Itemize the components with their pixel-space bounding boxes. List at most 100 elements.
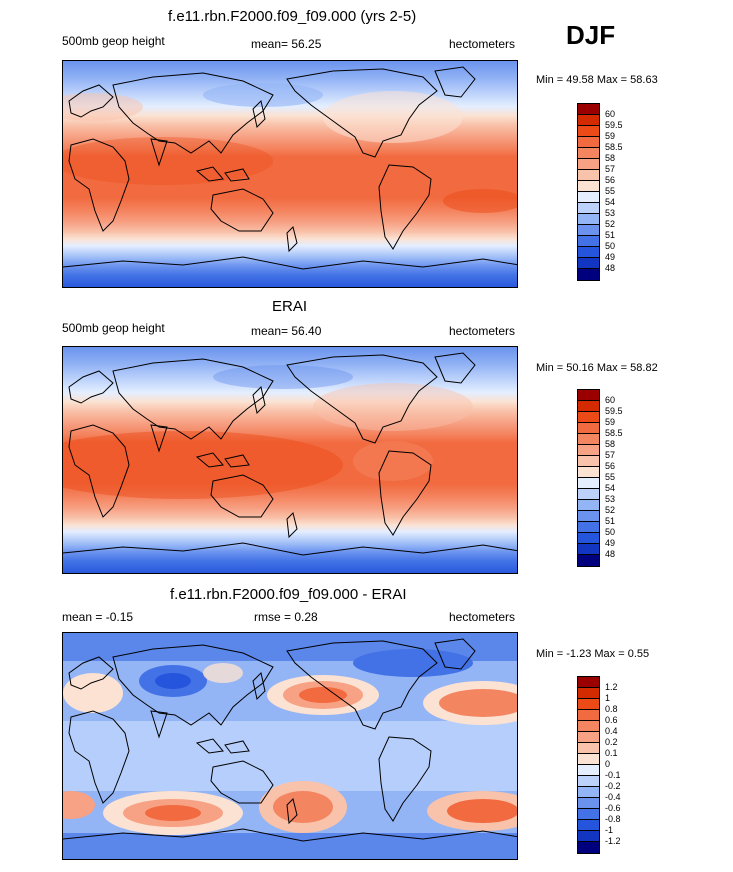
colorbar-swatch — [578, 159, 599, 170]
panel3-minmax: Min = -1.23 Max = 0.55 — [536, 648, 650, 660]
difference-map — [62, 632, 518, 860]
colorbar-swatch — [578, 831, 599, 842]
colorbar-swatch — [578, 236, 599, 247]
colorbar-tick-label: 50 — [605, 527, 616, 537]
colorbar-tick-label: -1.2 — [605, 836, 621, 846]
colorbar-tick-label: 0.1 — [605, 748, 618, 758]
colorbar-swatch — [578, 522, 599, 533]
panel2-minmax: Min = 50.16 Max = 58.82 — [536, 362, 658, 374]
colorbar-swatch — [578, 699, 599, 710]
panel3-title: f.e11.rbn.F2000.f09_f09.000 - ERAI — [170, 586, 407, 603]
colorbar-swatch — [578, 776, 599, 787]
colorbar-tick-label: 57 — [605, 164, 616, 174]
colorbar-swatch — [578, 555, 599, 566]
colorbar-swatch — [578, 743, 599, 754]
colorbar-tick-label: 0.6 — [605, 715, 618, 725]
colorbar-tick-label: 59.5 — [605, 120, 623, 130]
colorbar-swatch — [578, 390, 599, 401]
colorbar-swatch — [578, 820, 599, 831]
panel2-title: ERAI — [272, 298, 308, 315]
colorbar-swatch — [578, 732, 599, 743]
colorbar-swatch — [578, 478, 599, 489]
colorbar-swatch — [578, 104, 599, 115]
colorbar-tick-label: 49 — [605, 538, 616, 548]
colorbar-tick-label: 0.8 — [605, 704, 618, 714]
colorbar-tick-label: 54 — [605, 197, 616, 207]
erai-height-map — [62, 346, 518, 574]
colorbar-swatch — [578, 798, 599, 809]
colorbar-swatch — [578, 126, 599, 137]
colorbar-tick-label: 0.4 — [605, 726, 618, 736]
colorbar-swatch — [578, 445, 599, 456]
colorbar-swatch — [578, 787, 599, 798]
colorbar-swatch — [578, 842, 599, 853]
colorbar-swatch — [578, 489, 599, 500]
colorbar-tick-label: 57 — [605, 450, 616, 460]
season-label: DJF — [566, 20, 616, 50]
panel1-left-label: 500mb geop height — [62, 34, 165, 48]
colorbar-swatch — [578, 765, 599, 776]
colorbar-swatch — [578, 721, 599, 732]
colorbar-swatch — [578, 181, 599, 192]
colorbar-swatch — [578, 754, 599, 765]
colorbar-swatch — [578, 203, 599, 214]
colorbar-tick-label: 1.2 — [605, 682, 618, 692]
colorbar-tick-label: -1 — [605, 825, 614, 835]
colorbar-swatch — [578, 247, 599, 258]
colorbar-tick-label: -0.4 — [605, 792, 621, 802]
colorbar-tick-label: 55 — [605, 472, 616, 482]
colorbar-tick-label: 0.2 — [605, 737, 618, 747]
colorbar-tick-label: 50 — [605, 241, 616, 251]
colorbar-tick-label: 59 — [605, 131, 616, 141]
colorbar-swatch — [578, 137, 599, 148]
colorbar-swatch — [578, 544, 599, 555]
colorbar-tick-label: -0.6 — [605, 803, 621, 813]
colorbar-tick-label: 52 — [605, 219, 616, 229]
panel1-units-label: hectometers — [449, 37, 516, 51]
panel2-mean-label: mean= 56.40 — [251, 324, 322, 338]
colorbar-tick-label: -0.1 — [605, 770, 621, 780]
panel3-rmse-label: rmse = 0.28 — [254, 610, 318, 624]
colorbar-tick-label: 51 — [605, 516, 616, 526]
colorbar-tick-label: 59.5 — [605, 406, 623, 416]
colorbar-swatch — [578, 192, 599, 203]
colorbar-tick-label: 0 — [605, 759, 611, 769]
colorbar-tick-label: 58 — [605, 439, 616, 449]
panel2-left-label: 500mb geop height — [62, 321, 165, 335]
colorbar-swatch — [578, 434, 599, 445]
model-colorbar — [577, 103, 600, 281]
panel1-mean-label: mean= 56.25 — [251, 37, 322, 51]
colorbar-tick-label: 51 — [605, 230, 616, 240]
colorbar-swatch — [578, 688, 599, 699]
panel3-units-label: hectometers — [449, 610, 516, 624]
panel1-title: f.e11.rbn.F2000.f09_f09.000 (yrs 2-5) — [168, 8, 417, 25]
colorbar-swatch — [578, 511, 599, 522]
difference-colorbar — [577, 676, 600, 854]
colorbar-swatch — [578, 710, 599, 721]
colorbar-tick-label: 52 — [605, 505, 616, 515]
colorbar-tick-label: 48 — [605, 549, 616, 559]
colorbar-swatch — [578, 148, 599, 159]
colorbar-tick-label: 55 — [605, 186, 616, 196]
colorbar-swatch — [578, 170, 599, 181]
colorbar-tick-label: 60 — [605, 109, 616, 119]
colorbar-swatch — [578, 269, 599, 280]
colorbar-swatch — [578, 258, 599, 269]
model-height-map — [62, 60, 518, 288]
colorbar-tick-label: 56 — [605, 461, 616, 471]
colorbar-tick-label: -0.8 — [605, 814, 621, 824]
colorbar-tick-label: 60 — [605, 395, 616, 405]
colorbar-swatch — [578, 214, 599, 225]
colorbar-tick-label: 56 — [605, 175, 616, 185]
colorbar-tick-label: 49 — [605, 252, 616, 262]
colorbar-tick-label: 53 — [605, 208, 616, 218]
panel1-minmax: Min = 49.58 Max = 58.63 — [536, 74, 658, 86]
colorbar-swatch — [578, 456, 599, 467]
colorbar-swatch — [578, 533, 599, 544]
colorbar-tick-label: 58.5 — [605, 142, 623, 152]
colorbar-tick-label: -0.2 — [605, 781, 621, 791]
panel2-units-label: hectometers — [449, 324, 516, 338]
colorbar-swatch — [578, 115, 599, 126]
erai-colorbar — [577, 389, 600, 567]
colorbar-swatch — [578, 401, 599, 412]
